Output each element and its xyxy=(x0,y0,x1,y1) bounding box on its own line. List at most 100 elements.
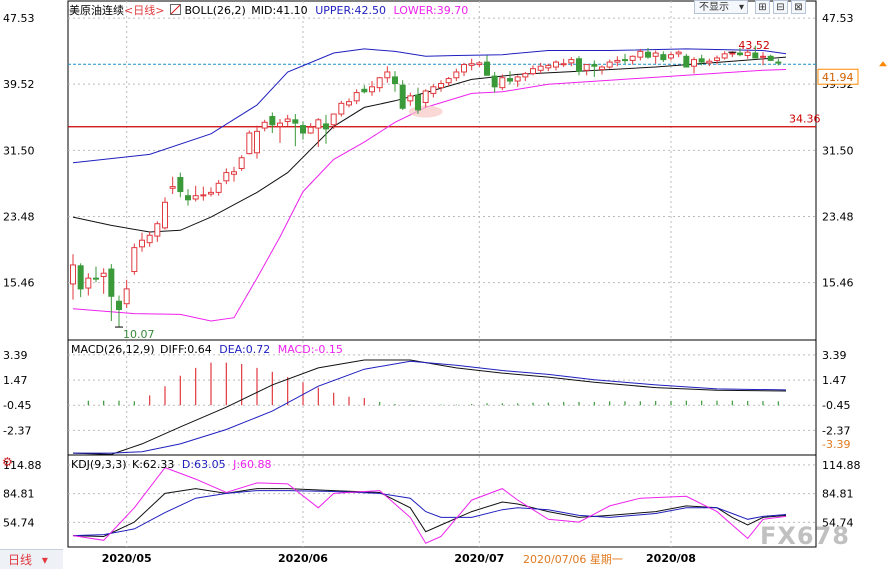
instrument-name: 美原油连续 xyxy=(69,4,124,17)
kdj-k-label: K:62.33 xyxy=(132,458,175,471)
candle-body xyxy=(660,54,667,61)
candle-body xyxy=(346,101,352,106)
display-select[interactable]: 不显示 ▾ xyxy=(694,0,748,14)
candle-body xyxy=(698,58,705,63)
candle-body xyxy=(277,122,283,127)
y-tick-label-right: 84.81 xyxy=(822,488,854,501)
y-tick-label-right: -2.37 xyxy=(822,424,850,437)
candle-body xyxy=(100,272,107,277)
boll-lower-label: LOWER:39.70 xyxy=(393,4,469,17)
candle-body xyxy=(85,277,92,289)
y-tick-label-left: -3.39 xyxy=(3,438,31,451)
candle-body xyxy=(392,76,398,85)
display-select-value: 不显示 xyxy=(699,2,729,13)
candle-body xyxy=(537,65,544,71)
macd-dea-line xyxy=(73,360,787,454)
candle-body xyxy=(507,78,513,82)
low-price-label: 10.07 xyxy=(123,328,155,341)
chevron-down-icon: ▾ xyxy=(41,553,48,567)
candle-body xyxy=(269,116,276,126)
candle-body xyxy=(775,61,782,64)
candle-body xyxy=(737,52,743,56)
y-tick-label-right: 47.53 xyxy=(822,12,854,25)
candle-body xyxy=(116,300,122,310)
candle-body xyxy=(622,59,628,62)
y-tick-label-left: 23.48 xyxy=(3,210,35,223)
period-label[interactable]: <日线> xyxy=(124,4,165,17)
candle-body xyxy=(231,171,237,175)
macd-label: MACD(26,12,9) xyxy=(71,343,155,356)
boll-upper-label: UPPER:42.50 xyxy=(315,4,386,17)
candle-body xyxy=(760,55,766,58)
close-panel-button[interactable]: ⊠ xyxy=(791,0,806,14)
y-tick-label-left: 31.50 xyxy=(3,144,35,157)
y-tick-label-right: -0.45 xyxy=(822,399,850,412)
boll-lower-line xyxy=(72,69,787,322)
current-price-label: 41.94 xyxy=(822,71,854,84)
candle-body xyxy=(307,126,314,134)
candle-body xyxy=(238,157,245,169)
x-tick-label: 2020/06 xyxy=(278,552,328,565)
boll-legend-icon xyxy=(169,4,181,15)
kdj-label: KDJ(9,3,3) xyxy=(71,458,127,471)
candle-body xyxy=(315,119,322,129)
y-tick-label-right: 54.74 xyxy=(822,516,854,529)
candle-body xyxy=(522,73,529,78)
kdj-j-line xyxy=(72,467,787,544)
kdj-d-line xyxy=(72,490,787,537)
watermark: FX678 xyxy=(760,522,850,550)
candle-body xyxy=(169,186,176,189)
candle-body xyxy=(683,55,690,68)
candle-body xyxy=(123,288,130,305)
expand-panel-button[interactable]: ⊞ xyxy=(755,0,770,14)
candle-body xyxy=(93,277,99,280)
candle-body xyxy=(430,86,437,94)
candle-body xyxy=(215,182,222,193)
candle-body xyxy=(714,57,720,61)
candle-body xyxy=(545,64,552,69)
candle-body xyxy=(767,55,774,61)
period-switch[interactable]: 日线 ▾ xyxy=(0,549,63,569)
candle-body xyxy=(261,121,268,129)
candle-body xyxy=(468,63,475,66)
macd-diff-label: DIFF:0.64 xyxy=(160,343,212,356)
candle-body xyxy=(744,51,751,56)
candle-body xyxy=(721,53,728,59)
crosshair-date-label: 2020/07/06 星期一 xyxy=(523,551,623,567)
y-tick-label-right: -3.39 xyxy=(822,438,850,451)
candle-body xyxy=(438,83,444,89)
candle-body xyxy=(146,234,153,244)
candle-body xyxy=(422,90,429,103)
candle-body xyxy=(599,66,605,71)
candle-body xyxy=(415,94,421,111)
candle-body xyxy=(384,71,391,79)
y-tick-label-right: 31.50 xyxy=(822,144,854,157)
candle-body xyxy=(369,86,375,93)
settings-icon[interactable]: ⚙ xyxy=(2,455,13,469)
y-tick-label-right: 3.39 xyxy=(822,349,847,362)
y-tick-label-left: 3.39 xyxy=(3,349,28,362)
candle-body xyxy=(706,60,713,64)
candle-body xyxy=(568,59,575,64)
candle-body xyxy=(399,84,406,109)
candle-body xyxy=(691,59,697,67)
current-price-badge xyxy=(817,68,859,85)
candle-body xyxy=(323,123,329,130)
candle-body xyxy=(77,265,84,290)
candle-body xyxy=(484,61,490,76)
candle-body xyxy=(453,71,460,79)
y-tick-label-left: 54.74 xyxy=(3,516,35,529)
plot-frame xyxy=(67,0,817,548)
candle-body xyxy=(514,76,521,82)
candle-body xyxy=(139,239,145,248)
candle-body xyxy=(576,58,582,72)
candle-body xyxy=(208,191,214,195)
candle-body xyxy=(361,88,368,93)
x-tick-label: 2020/08 xyxy=(646,552,696,565)
collapse-panel-button[interactable]: ⊟ xyxy=(773,0,788,14)
candle-body xyxy=(131,247,138,273)
candle-body xyxy=(162,201,168,229)
candle-body xyxy=(606,61,613,68)
candle-body xyxy=(637,50,644,58)
y-tick-label-right: 23.48 xyxy=(822,210,854,223)
